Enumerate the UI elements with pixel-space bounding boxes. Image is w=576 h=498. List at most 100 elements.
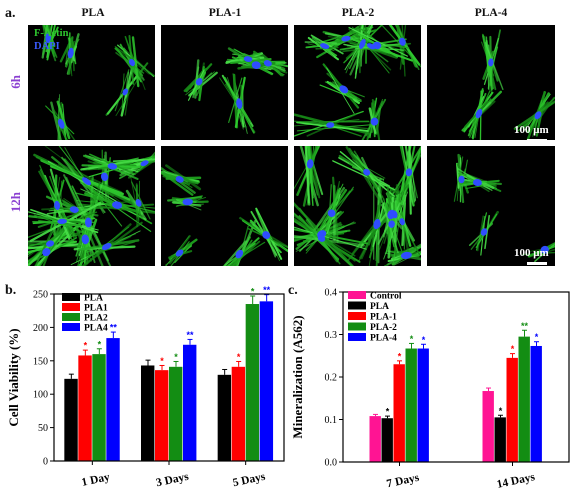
bar — [64, 378, 78, 461]
row-label-6h: 6h — [8, 75, 23, 89]
y-tick-label: 150 — [33, 356, 48, 367]
legend-label: PLA1 — [84, 304, 108, 314]
y-tick-label: 100 — [33, 390, 48, 401]
legend-label: PLA — [84, 294, 103, 304]
bar — [381, 418, 393, 462]
x-tick-label: 5 Days — [232, 471, 267, 490]
micrograph-pla4-12h — [427, 146, 555, 266]
micrograph-pla1-6h — [161, 25, 288, 140]
significance-marker: * — [410, 334, 414, 344]
scale-bar-label-top: 100 μm — [514, 124, 549, 136]
legend-swatch — [62, 293, 80, 301]
significance-marker: * — [386, 407, 390, 417]
nuclei — [475, 58, 542, 120]
column-header-pla-1: PLA-1 — [208, 7, 242, 19]
x-tick-label: 3 Days — [155, 471, 190, 490]
significance-marker: * — [98, 339, 102, 349]
significance-marker: * — [251, 287, 255, 297]
row-label-12h: 12h — [8, 192, 23, 213]
significance-marker: ** — [186, 330, 194, 340]
significance-marker: * — [422, 335, 426, 345]
nuclei — [306, 159, 413, 259]
y-tick-label: 0.4 — [325, 288, 338, 299]
panel-b-letter: b. — [5, 283, 17, 298]
bar — [245, 304, 260, 461]
bar — [369, 416, 381, 462]
bar — [155, 370, 169, 461]
significance-marker: * — [160, 356, 164, 366]
bar — [183, 344, 197, 461]
legend-label: PLA — [370, 302, 389, 312]
bar — [259, 301, 274, 461]
legend-label: Control — [370, 292, 402, 302]
x-tick-label: 14 Days — [496, 471, 537, 491]
significance-marker: * — [237, 352, 241, 362]
micrograph-pla-12h — [28, 146, 155, 266]
micrograph-pla-6h — [28, 25, 155, 140]
bar — [482, 391, 494, 462]
legend-swatch — [348, 291, 366, 299]
significance-marker: * — [84, 341, 88, 351]
bar — [518, 336, 530, 462]
legend-label: PLA2 — [84, 314, 108, 324]
nuclei — [319, 35, 406, 128]
significance-marker: * — [174, 352, 178, 362]
legend-swatch — [348, 333, 366, 341]
nuclei — [45, 32, 136, 129]
nuclei — [175, 175, 271, 259]
y-axis-label: Cell Viability (%) — [6, 328, 21, 426]
significance-marker: * — [398, 351, 402, 361]
legend-swatch — [62, 323, 80, 331]
y-tick-label: 50 — [38, 423, 48, 434]
bar — [141, 365, 155, 461]
bar — [169, 366, 183, 461]
legend-swatch — [348, 301, 366, 310]
x-tick-label: 1 Day — [81, 471, 112, 489]
legend-swatch — [62, 303, 80, 311]
bar — [530, 345, 542, 462]
legend-label: PLA-1 — [370, 313, 397, 323]
nuclei — [195, 56, 272, 109]
y-tick-label: 250 — [33, 290, 48, 301]
y-tick-label: 200 — [33, 323, 48, 334]
bar — [494, 417, 506, 462]
micrograph-pla1-12h — [161, 146, 288, 266]
legend-dapi: DAPI — [34, 41, 60, 52]
significance-marker: ** — [110, 323, 118, 333]
column-header-pla-4: PLA-4 — [474, 7, 508, 19]
panel-c-letter: c. — [288, 283, 298, 298]
column-header-pla: PLA — [81, 7, 105, 19]
bar — [417, 348, 429, 462]
micrograph-pla4-6h — [427, 25, 555, 140]
bar — [92, 354, 106, 461]
legend-swatch — [348, 322, 366, 331]
significance-marker: ** — [263, 285, 271, 295]
panel-a-letter: a. — [5, 6, 16, 21]
column-header-pla-2: PLA-2 — [341, 7, 375, 19]
scale-bar-bottom — [527, 262, 547, 265]
significance-marker: * — [511, 344, 515, 354]
significance-marker: * — [499, 406, 503, 416]
bar — [217, 374, 232, 461]
plot-frame — [342, 291, 570, 463]
y-tick-label: 0 — [43, 457, 48, 468]
legend-label: PLA-4 — [370, 334, 397, 344]
scale-bar-label-bottom: 100 μm — [514, 247, 549, 259]
legend-label: PLA-2 — [370, 323, 397, 333]
scale-bar-top — [527, 139, 547, 142]
nuclei — [42, 160, 149, 257]
bar — [393, 364, 405, 462]
actin-fibers — [183, 47, 288, 134]
legend-swatch — [62, 313, 80, 321]
bar — [506, 357, 518, 462]
x-tick-label: 7 Days — [386, 472, 421, 491]
bar — [231, 366, 246, 461]
y-tick-label: 0.0 — [325, 458, 338, 469]
plot-frame — [53, 293, 285, 462]
y-tick-label: 0.2 — [325, 373, 338, 384]
bar — [106, 338, 120, 461]
legend-factin: F-Actin — [34, 28, 69, 39]
bar — [78, 355, 92, 461]
